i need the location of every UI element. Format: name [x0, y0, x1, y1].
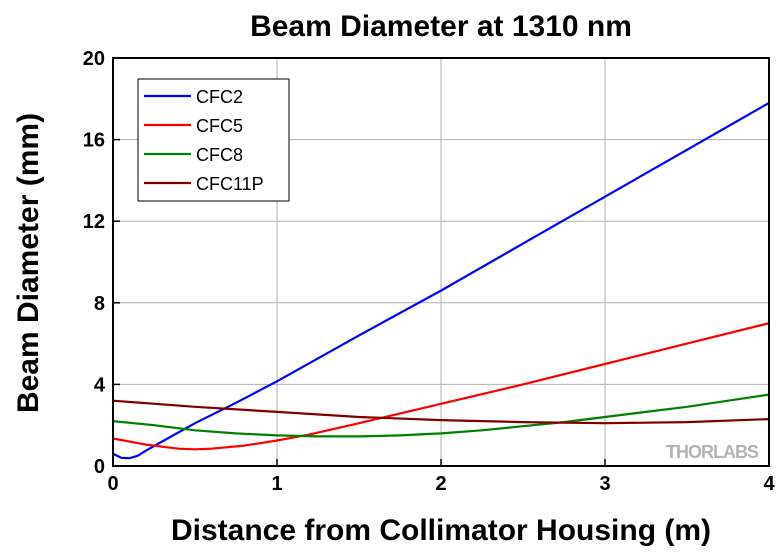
x-tick-label: 2	[435, 473, 446, 495]
legend-entry: CFC11P	[196, 174, 264, 194]
y-tick-label: 12	[83, 211, 105, 233]
series-line-cfc5	[111, 322, 771, 451]
legend: CFC2 CFC5 CFC8 CFC11P	[137, 78, 290, 202]
series-line-cfc2	[111, 101, 771, 460]
legend-entry: CFC2	[196, 87, 243, 107]
y-axis-label: Beam Diameter (mm)	[12, 113, 45, 413]
y-tick-label: 20	[83, 48, 105, 70]
y-tick-label: 16	[83, 130, 105, 152]
x-tick-label: 1	[271, 473, 282, 495]
y-tick-label: 0	[94, 456, 105, 478]
x-tick-label: 0	[107, 473, 118, 495]
chart-title: Beam Diameter at 1310 nm	[250, 10, 632, 43]
legend-entry: CFC8	[196, 145, 243, 165]
y-tick-label: 8	[94, 293, 105, 315]
series-line-cfc8	[111, 393, 771, 438]
x-axis-label: Distance from Collimator Housing (m)	[171, 514, 711, 547]
legend-box	[137, 78, 290, 202]
x-tick-label: 4	[763, 473, 775, 495]
series-lines	[111, 101, 771, 460]
watermark-layer: THORLABS	[666, 442, 760, 462]
x-tick-label: 3	[599, 473, 610, 495]
y-tick-label: 4	[94, 374, 106, 396]
series-line-cfc11p	[111, 399, 771, 425]
legend-entry: CFC5	[196, 116, 243, 136]
watermark-thorlabs: THORLABS	[666, 442, 759, 462]
